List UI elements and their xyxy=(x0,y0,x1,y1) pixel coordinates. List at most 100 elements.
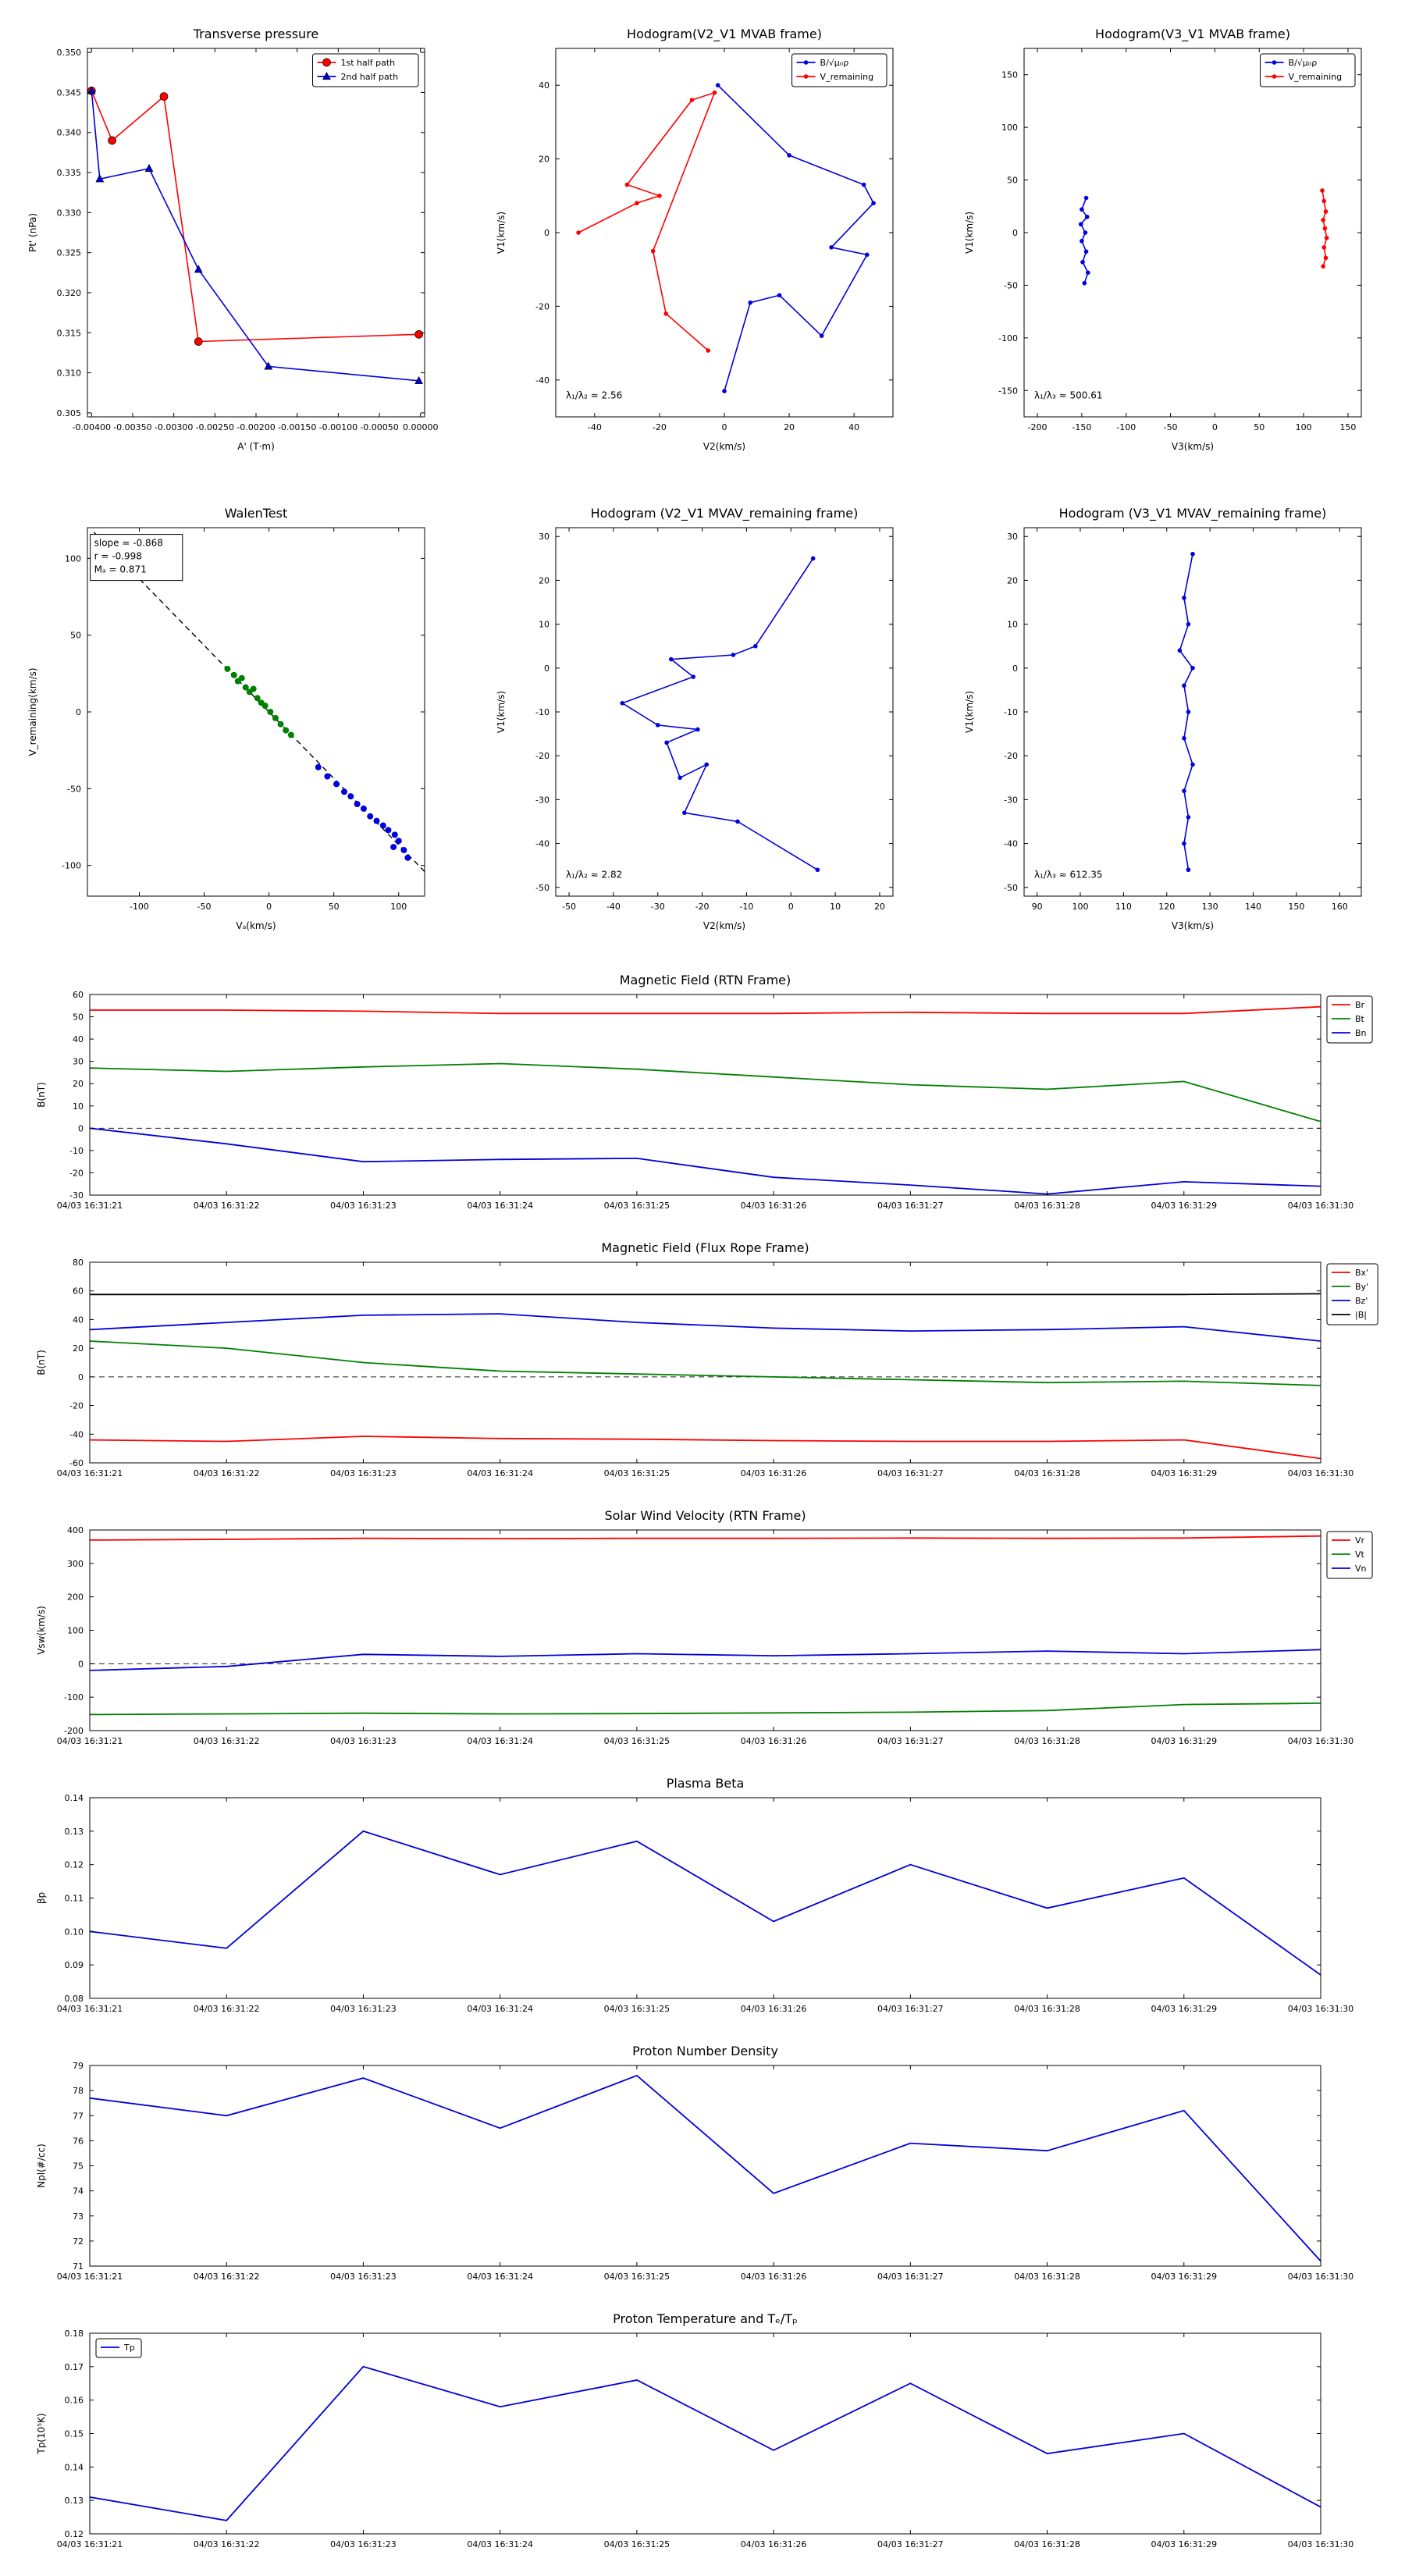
svg-text:-0.00100: -0.00100 xyxy=(319,422,357,432)
svg-text:150: 150 xyxy=(1288,902,1304,912)
svg-text:-20: -20 xyxy=(535,751,550,761)
svg-text:-0.00050: -0.00050 xyxy=(360,422,398,432)
svg-text:-0.00400: -0.00400 xyxy=(73,422,111,432)
svg-text:77: 77 xyxy=(73,2111,84,2121)
svg-text:04/03 16:31:30: 04/03 16:31:30 xyxy=(1288,2004,1354,2014)
svg-text:B(nT): B(nT) xyxy=(36,1082,47,1108)
svg-text:B/√μ₀ρ: B/√μ₀ρ xyxy=(1289,58,1318,68)
svg-text:-100: -100 xyxy=(1116,422,1136,432)
svg-text:04/03 16:31:28: 04/03 16:31:28 xyxy=(1014,2272,1080,2282)
svg-text:Magnetic Field (Flux Rope Fram: Magnetic Field (Flux Rope Frame) xyxy=(601,1240,809,1255)
svg-text:Plasma Beta: Plasma Beta xyxy=(667,1776,745,1791)
svg-text:75: 75 xyxy=(73,2161,84,2172)
svg-text:-150: -150 xyxy=(998,386,1018,396)
svg-text:04/03 16:31:25: 04/03 16:31:25 xyxy=(604,1201,670,1211)
svg-text:λ₁/λ₂ ≈ 2.56: λ₁/λ₂ ≈ 2.56 xyxy=(566,390,622,400)
svg-text:0.11: 0.11 xyxy=(65,1894,84,1904)
chart-hodogram-v3v1-mvab: -200 -150 -100 -50 0 50 100 150 -150 -100 -50 0 50 10… xyxy=(937,5,1405,484)
svg-text:Proton Number Density: Proton Number Density xyxy=(632,2044,778,2058)
svg-text:04/03 16:31:23: 04/03 16:31:23 xyxy=(330,1736,397,1746)
svg-text:400: 400 xyxy=(67,1525,84,1535)
chart-hodogram-v3v1-mvav: 90 100 110 120 130 140 150 160 -50 -40 -30 -20 -10 0 1… xyxy=(937,484,1405,963)
svg-text:72: 72 xyxy=(73,2236,84,2247)
proton-density-plot: 04/03 16:31:21 04/03 16:31:22 04/03 16:31:… xyxy=(36,2044,1353,2282)
svg-text:0.00000: 0.00000 xyxy=(403,422,439,432)
svg-text:r = -0.998: r = -0.998 xyxy=(94,551,142,562)
svg-text:Solar Wind Velocity (RTN Frame: Solar Wind Velocity (RTN Frame) xyxy=(604,1508,806,1523)
svg-text:Bt: Bt xyxy=(1355,1014,1365,1024)
svg-text:120: 120 xyxy=(1158,902,1175,912)
svg-text:0.325: 0.325 xyxy=(57,248,82,258)
svg-text:40: 40 xyxy=(848,422,859,432)
svg-text:V2(km/s): V2(km/s) xyxy=(703,441,745,452)
svg-text:Hodogram(V2_V1 MVAB frame): Hodogram(V2_V1 MVAB frame) xyxy=(627,27,822,42)
svg-text:150: 150 xyxy=(1339,422,1356,432)
svg-text:0: 0 xyxy=(1012,664,1018,674)
svg-text:04/03 16:31:23: 04/03 16:31:23 xyxy=(330,1468,397,1478)
svg-text:79: 79 xyxy=(73,2061,84,2071)
svg-text:0.335: 0.335 xyxy=(57,168,82,178)
svg-text:04/03 16:31:29: 04/03 16:31:29 xyxy=(1151,2539,1217,2549)
svg-text:WalenTest: WalenTest xyxy=(225,506,288,521)
svg-text:-30: -30 xyxy=(69,1190,84,1201)
svg-text:V1(km/s): V1(km/s) xyxy=(496,212,507,254)
svg-text:04/03 16:31:28: 04/03 16:31:28 xyxy=(1014,1736,1080,1746)
svg-text:20: 20 xyxy=(73,1343,84,1354)
svg-text:04/03 16:31:26: 04/03 16:31:26 xyxy=(741,2272,807,2282)
svg-text:-20: -20 xyxy=(695,902,710,912)
svg-text:04/03 16:31:28: 04/03 16:31:28 xyxy=(1014,1468,1080,1478)
svg-text:04/03 16:31:22: 04/03 16:31:22 xyxy=(194,2539,260,2549)
svg-text:-50: -50 xyxy=(562,902,576,912)
svg-text:V_remaining(km/s): V_remaining(km/s) xyxy=(27,667,38,756)
svg-text:04/03 16:31:24: 04/03 16:31:24 xyxy=(467,2272,533,2282)
plasma-beta-plot: 04/03 16:31:21 04/03 16:31:22 04/03 16:31:… xyxy=(36,1776,1354,2014)
svg-text:0.310: 0.310 xyxy=(57,368,82,379)
svg-text:04/03 16:31:23: 04/03 16:31:23 xyxy=(330,2272,397,2282)
svg-text:0.12: 0.12 xyxy=(65,2529,84,2539)
svg-text:0.13: 0.13 xyxy=(65,1827,84,1837)
svg-text:04/03 16:31:25: 04/03 16:31:25 xyxy=(604,2004,670,2014)
svg-text:B(nT): B(nT) xyxy=(36,1350,47,1375)
transverse-pressure-plot: -0.00400 -0.00350 -0.00300 -0.00250 -0.00200… xyxy=(27,27,439,452)
svg-text:04/03 16:31:26: 04/03 16:31:26 xyxy=(741,2539,807,2549)
svg-text:80: 80 xyxy=(73,1258,84,1268)
svg-text:04/03 16:31:22: 04/03 16:31:22 xyxy=(194,1736,260,1746)
svg-text:90: 90 xyxy=(1032,902,1043,912)
vsw-rtn-plot: 04/03 16:31:21 04/03 16:31:22 04/03 16:31:… xyxy=(36,1508,1373,1746)
svg-text:04/03 16:31:21: 04/03 16:31:21 xyxy=(57,1736,123,1746)
svg-text:04/03 16:31:28: 04/03 16:31:28 xyxy=(1014,2539,1080,2549)
svg-text:Mₐ = 0.871: Mₐ = 0.871 xyxy=(94,564,147,575)
svg-text:-200: -200 xyxy=(1028,422,1048,432)
svg-text:04/03 16:31:29: 04/03 16:31:29 xyxy=(1151,1201,1217,1211)
svg-text:04/03 16:31:24: 04/03 16:31:24 xyxy=(467,1736,533,1746)
subplot-row-2: -100 -50 0 50 100 -100 -50 0 50 100 WalenTest Vₐ(km… xyxy=(0,484,1405,963)
svg-text:-40: -40 xyxy=(1004,839,1018,849)
svg-text:04/03 16:31:29: 04/03 16:31:29 xyxy=(1151,2272,1217,2282)
svg-text:04/03 16:31:26: 04/03 16:31:26 xyxy=(741,1201,807,1211)
svg-text:40: 40 xyxy=(73,1034,84,1044)
svg-text:slope = -0.868: slope = -0.868 xyxy=(94,538,163,549)
svg-text:20: 20 xyxy=(539,155,550,165)
svg-text:1st half path: 1st half path xyxy=(340,58,395,68)
svg-text:04/03 16:31:25: 04/03 16:31:25 xyxy=(604,2272,670,2282)
chart-walen-test: -100 -50 0 50 100 -100 -50 0 50 100 WalenTest Vₐ(km… xyxy=(0,484,468,963)
svg-text:04/03 16:31:30: 04/03 16:31:30 xyxy=(1288,1468,1354,1478)
svg-text:0.10: 0.10 xyxy=(65,1927,84,1937)
svg-text:110: 110 xyxy=(1115,902,1132,912)
svg-text:-30: -30 xyxy=(1004,795,1018,805)
svg-text:Tp: Tp xyxy=(123,2343,135,2353)
svg-text:0.17: 0.17 xyxy=(65,2362,84,2372)
svg-text:-10: -10 xyxy=(1004,707,1018,717)
svg-text:0.350: 0.350 xyxy=(57,48,82,58)
svg-text:04/03 16:31:21: 04/03 16:31:21 xyxy=(57,2272,123,2282)
svg-text:Vt: Vt xyxy=(1355,1550,1365,1560)
svg-text:0: 0 xyxy=(78,1123,84,1133)
svg-text:V_remaining: V_remaining xyxy=(1289,72,1343,82)
chart-transverse-pressure: -0.00400 -0.00350 -0.00300 -0.00250 -0.00200… xyxy=(0,5,468,484)
svg-text:0: 0 xyxy=(544,664,550,674)
svg-text:78: 78 xyxy=(73,2086,84,2096)
mag-rtn-plot: 04/03 16:31:21 04/03 16:31:22 04/03 16:31:… xyxy=(36,973,1373,1211)
svg-text:04/03 16:31:21: 04/03 16:31:21 xyxy=(57,1201,123,1211)
svg-text:Bn: Bn xyxy=(1355,1028,1367,1038)
svg-text:Vr: Vr xyxy=(1355,1535,1365,1546)
